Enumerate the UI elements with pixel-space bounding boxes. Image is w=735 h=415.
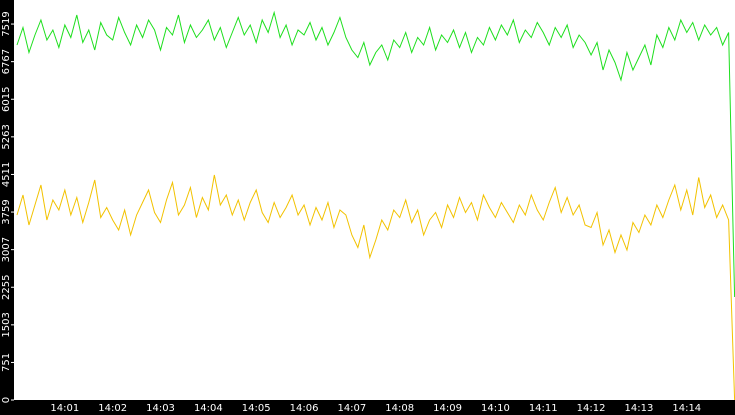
y-tick-label: 4511: [1, 162, 12, 187]
y-tick-label: 5263: [1, 124, 12, 149]
x-tick-label: 14:13: [625, 403, 654, 414]
y-tick-label: 1503: [1, 312, 12, 337]
x-tick-label: 14:07: [337, 403, 366, 414]
plot-area: [14, 0, 735, 400]
series-line: [16, 174, 735, 401]
x-tick-label: 14:10: [481, 403, 510, 414]
x-tick-label: 14:11: [529, 403, 558, 414]
y-tick-label: 6767: [1, 49, 12, 74]
x-tick-label: 14:03: [146, 403, 175, 414]
y-tick-label: 3759: [1, 199, 12, 224]
x-tick-label: 14:14: [672, 403, 701, 414]
x-tick-label: 14:12: [577, 403, 606, 414]
x-tick-label: 14:06: [290, 403, 319, 414]
x-tick-label: 14:09: [433, 403, 462, 414]
y-tick-label: 3007: [1, 237, 12, 262]
x-tick-label: 14:01: [50, 403, 79, 414]
series-line: [16, 10, 735, 298]
x-tick-label: 14:02: [98, 403, 127, 414]
y-tick-label: 0: [1, 397, 12, 403]
x-tick-label: 14:08: [385, 403, 414, 414]
y-tick-label: 751: [1, 353, 12, 372]
y-tick-label: 6015: [1, 87, 12, 112]
y-tick-label: 2255: [1, 275, 12, 300]
x-tick-label: 14:05: [242, 403, 271, 414]
y-tick-label: 7519: [1, 11, 12, 36]
x-tick-label: 14:04: [194, 403, 223, 414]
